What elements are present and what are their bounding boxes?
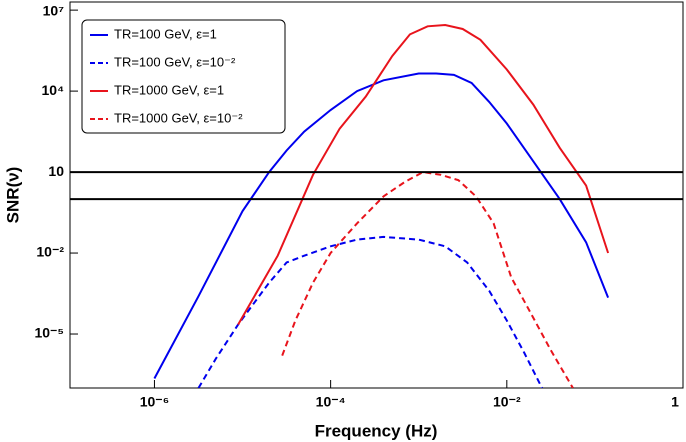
y-axis-label: SNR(ν) bbox=[3, 167, 22, 224]
series-line bbox=[197, 235, 543, 388]
legend-label: TR=1000 GeV, ε=10⁻² bbox=[114, 110, 243, 125]
y-tick-label: 10 bbox=[48, 163, 64, 179]
series-line bbox=[281, 171, 574, 388]
y-tick-label: 10⁻² bbox=[36, 244, 64, 260]
legend-label: TR=100 GeV, ε=1 bbox=[114, 26, 217, 41]
y-tick-label: 10⁻⁵ bbox=[34, 325, 64, 341]
plot-frame bbox=[69, 1, 684, 389]
y-tick-label: 10⁷ bbox=[43, 3, 65, 19]
x-tick-label: 10⁻⁴ bbox=[316, 394, 346, 410]
y-tick-label: 10⁴ bbox=[42, 82, 65, 98]
legend-box bbox=[81, 19, 286, 134]
legend-label: TR=1000 GeV, ε=1 bbox=[114, 82, 224, 97]
series-line bbox=[237, 23, 610, 326]
x-tick-label: 10⁻⁶ bbox=[140, 394, 169, 410]
x-tick-label: 1 bbox=[671, 394, 679, 410]
x-axis-label: Frequency (Hz) bbox=[315, 421, 438, 440]
x-tick-label: 10⁻² bbox=[493, 394, 521, 410]
legend-label: TR=100 GeV, ε=10⁻² bbox=[114, 54, 236, 69]
